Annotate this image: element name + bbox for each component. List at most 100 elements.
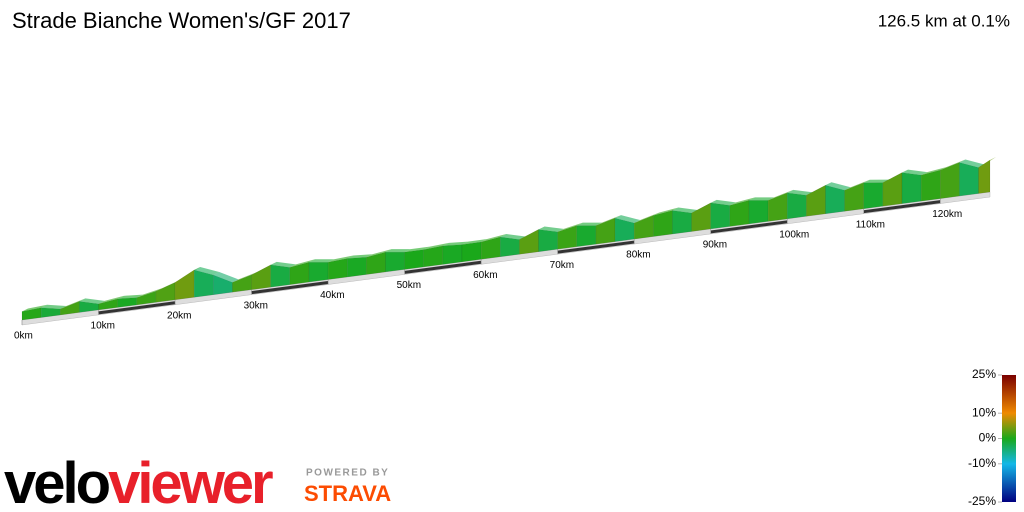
gradient-segment (461, 241, 482, 263)
colorbar-label: -10% (968, 456, 996, 470)
gradient-segment (174, 269, 195, 301)
profile-top (366, 249, 392, 258)
gradient-segment (136, 290, 157, 306)
profile-top (98, 295, 124, 304)
colorbar (1002, 375, 1016, 502)
profile-top (595, 215, 622, 226)
gradient-segment (748, 200, 769, 225)
profile-top (806, 182, 832, 196)
profile-top (653, 207, 679, 216)
strava: STRAVA (304, 481, 391, 506)
profile-top (347, 254, 373, 259)
distance-band (404, 260, 482, 274)
profile-top (500, 234, 526, 240)
gradient-segment (442, 244, 463, 265)
profile-top (117, 294, 143, 299)
gradient-segment (270, 264, 291, 288)
profile-top (79, 298, 105, 304)
colorbar-label: 0% (979, 431, 997, 445)
profile-top (308, 259, 335, 263)
profile-top (921, 167, 947, 176)
profile-top (442, 241, 468, 246)
profile-top (691, 199, 717, 213)
gradient-segment (786, 192, 807, 220)
x-tick-label: 40km (320, 290, 344, 301)
profile-top (481, 234, 507, 243)
distance-band (557, 240, 635, 254)
logo-part: viewer (108, 451, 273, 512)
chart-title: Strade Bianche Women's/GF 2017 (12, 8, 351, 33)
profile-top (519, 226, 545, 240)
profile-top (787, 189, 813, 196)
profile-top (22, 304, 48, 312)
x-tick-label: 30km (244, 300, 268, 311)
distance-band (98, 301, 176, 315)
profile-top (289, 259, 315, 268)
profile-top (328, 255, 354, 263)
profile-top (462, 239, 488, 245)
gradient-segment (825, 184, 845, 215)
distance-band (863, 200, 941, 214)
x-tick-label: 70km (550, 260, 574, 271)
logo: veloviewer (4, 451, 273, 512)
gradient-segment (710, 202, 731, 230)
profile-top (825, 182, 851, 191)
x-tick-label: 0km (14, 331, 33, 342)
profile-top (634, 212, 660, 224)
profile-top (175, 266, 201, 283)
chart-subtitle: 126.5 km at 0.1% (878, 11, 1010, 30)
profile-top (863, 179, 889, 183)
gradient-segment (346, 256, 367, 278)
profile-top (748, 197, 775, 201)
distance-band (710, 220, 788, 234)
gradient-segment (385, 251, 405, 273)
x-tick-label: 50km (397, 280, 421, 291)
powered-by: POWERED BY (306, 468, 389, 479)
profile-top (710, 199, 736, 206)
colorbar-label: 10% (972, 405, 996, 419)
gradient-segment (863, 182, 884, 209)
gradient-segment (308, 262, 329, 283)
gradient-segment (767, 192, 788, 222)
profile-top (60, 298, 86, 309)
profile-top (404, 246, 430, 253)
gradient-segment (519, 229, 539, 255)
profile-top (959, 159, 985, 168)
gradient-segment (595, 217, 616, 245)
profile-top (385, 249, 411, 253)
gradient-segment (672, 210, 692, 235)
profile-top (729, 197, 755, 206)
gradient-segment (901, 172, 922, 204)
profile-top (940, 159, 966, 171)
gradient-segment (959, 162, 979, 197)
profile-top (902, 169, 928, 176)
profile-top (768, 189, 794, 201)
profile-top (576, 222, 602, 226)
profile-top (844, 179, 870, 191)
gradient-segment (538, 229, 558, 252)
profile-top (251, 261, 277, 275)
x-tick-label: 110km (856, 219, 885, 230)
profile-top (978, 157, 996, 168)
gradient-segment (155, 282, 176, 303)
profile-top (41, 304, 67, 309)
profile-top (155, 279, 182, 292)
gradient-segment (806, 184, 826, 217)
profile-top (136, 288, 162, 298)
gradient-segment (60, 301, 80, 316)
x-tick-label: 60km (473, 270, 497, 281)
x-tick-label: 20km (167, 310, 191, 321)
gradient-segment (576, 225, 597, 247)
x-tick-label: 80km (626, 250, 650, 261)
profile-top (194, 266, 220, 275)
x-tick-label: 10km (91, 321, 115, 332)
gradient-segment (404, 249, 424, 270)
gradient-segment (691, 202, 711, 232)
profile-top (270, 261, 296, 268)
profile-top (882, 169, 908, 183)
logo-part: velo (4, 451, 110, 512)
gradient-segment (500, 236, 520, 258)
profile-top (538, 226, 564, 232)
x-tick-label: 90km (703, 240, 727, 251)
